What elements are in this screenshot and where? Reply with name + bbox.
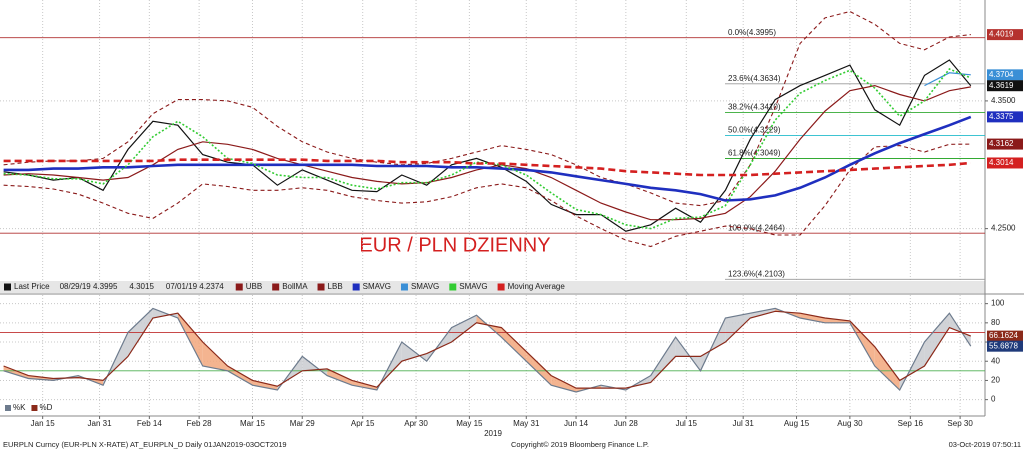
legend-stat: 07/01/19 4.2374 [166, 282, 224, 291]
axis-value-label: 55.6878 [989, 341, 1018, 350]
fib-level-label: 123.6%(4.2103) [728, 269, 785, 278]
y-tick-label: 4.3500 [991, 96, 1016, 105]
footer-left: EURPLN Curncy (EUR-PLN X-RATE) AT_EURPLN… [3, 440, 287, 449]
stoch-fill [924, 313, 950, 367]
series-line [3, 143, 971, 248]
annotation: EUR / PLN DZIENNY [359, 234, 550, 256]
legend-swatch [497, 283, 505, 291]
x-tick-label: Jul 31 [733, 419, 755, 428]
stoch-line [3, 310, 972, 389]
x-tick-label: Mar 15 [240, 419, 265, 428]
axis-value-label: 4.3014 [989, 158, 1014, 167]
legend-label: SMAVG [363, 282, 391, 291]
legend-swatch [4, 283, 11, 291]
stoch-line [3, 307, 972, 393]
legend-label: SMAVG [411, 282, 439, 291]
y-tick-label: 40 [991, 356, 1000, 365]
legend-label: %K [13, 403, 26, 412]
legend-stat: 08/29/19 4.3995 [60, 282, 118, 291]
axis-value-box [987, 340, 1023, 352]
stoch-fill [725, 313, 751, 343]
y-tick-label: 100 [991, 299, 1005, 308]
footer-right: 03-Oct-2019 07:50:11 [949, 440, 1021, 449]
legend-label: LBB [328, 282, 343, 291]
axis-value-label: 4.3162 [989, 139, 1014, 148]
x-tick-label: Jun 28 [614, 419, 639, 428]
fib-level-label: 38.2%(4.3410) [728, 103, 781, 112]
axis-value-box [987, 80, 1023, 92]
stoch-fill [526, 351, 552, 386]
x-tick-label: Apr 15 [351, 419, 375, 428]
legend-swatch [235, 283, 243, 291]
y-tick-label: 0 [991, 395, 996, 404]
x-tick-label: Jul 15 [676, 419, 698, 428]
stoch-fill [3, 366, 29, 379]
axis-value-label: 4.3375 [989, 112, 1014, 121]
legend-swatch [31, 405, 38, 411]
series-line [3, 115, 972, 202]
x-tick-label: May 31 [513, 419, 540, 428]
legend-swatch [5, 405, 11, 411]
x-tick-label: Feb 28 [187, 419, 212, 428]
stoch-fill [451, 315, 477, 343]
x-tick-label: Jun 14 [564, 419, 589, 428]
x-tick-label: Aug 30 [837, 419, 863, 428]
x-tick-label: Jan 15 [31, 419, 56, 428]
axis-value-box [987, 29, 1023, 41]
axis-value-box [987, 138, 1023, 150]
stoch-fill [202, 342, 228, 371]
stoch-fill [252, 380, 278, 391]
axis-value-box [987, 157, 1023, 169]
stoch-fill [327, 368, 353, 386]
stoch-fill [750, 308, 776, 319]
y-tick-label: 20 [991, 376, 1000, 385]
axis-value-label: 66.1624 [989, 331, 1018, 340]
legend-swatch [317, 283, 325, 291]
stoch-fill [352, 380, 377, 391]
legend-label: Last Price [14, 282, 50, 291]
y-tick-label: 80 [991, 318, 1000, 327]
legend-swatch [400, 283, 408, 291]
axis-value-box [987, 330, 1023, 342]
fib-level-label: 0.0%(4.3995) [728, 28, 776, 37]
axis-value-label: 4.3704 [989, 70, 1014, 79]
axis-value-label: 4.4019 [989, 30, 1014, 39]
legend-swatch [272, 283, 280, 291]
footer-center: Copyright© 2019 Bloomberg Finance L.P. [511, 440, 649, 449]
stoch-fill [152, 308, 178, 319]
stoch-fill [551, 375, 577, 392]
fib-level-label: 100.0%(4.2464) [728, 223, 785, 232]
x-axis-label: 2019 [484, 429, 502, 438]
fib-level-label: 23.6%(4.3634) [728, 74, 781, 83]
axis-value-box [987, 111, 1023, 123]
fib-level-label: 50.0%(4.3229) [728, 126, 781, 135]
x-tick-label: Jan 31 [88, 419, 113, 428]
stoch-fill [501, 327, 527, 362]
legend-bar [0, 281, 985, 293]
y-tick-label: 4.2500 [991, 224, 1016, 233]
legend-swatch [352, 283, 360, 291]
legend-label: UBB [246, 282, 262, 291]
fib-level-label: 61.8%(4.3049) [728, 149, 781, 158]
axis-value-box [987, 69, 1023, 81]
legend-stat: 4.3015 [129, 282, 154, 291]
stoch-fill [800, 313, 825, 323]
legend-label: %D [39, 403, 52, 412]
legend-label: BollMA [282, 282, 308, 291]
legend-label: SMAVG [459, 282, 487, 291]
x-tick-label: Mar 29 [290, 419, 315, 428]
legend-label: Moving Average [508, 282, 566, 291]
x-tick-label: Sep 16 [898, 419, 924, 428]
x-tick-label: May 15 [456, 419, 483, 428]
stoch-fill [874, 346, 900, 391]
x-tick-label: Aug 15 [784, 419, 810, 428]
legend-swatch [449, 283, 457, 291]
x-tick-label: Apr 30 [404, 419, 428, 428]
axis-value-label: 4.3619 [989, 81, 1014, 90]
x-tick-label: Sep 30 [947, 419, 973, 428]
x-tick-label: Feb 14 [137, 419, 162, 428]
series-line [3, 158, 971, 177]
